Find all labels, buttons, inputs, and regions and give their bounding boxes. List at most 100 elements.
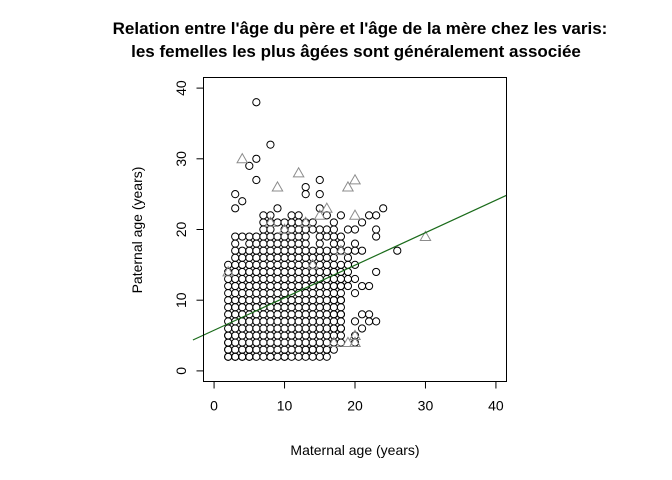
scatter-point-circle	[287, 338, 296, 347]
scatter-point-circle	[287, 232, 296, 241]
scatter-point-circle	[231, 239, 240, 248]
scatter-point-circle	[231, 281, 240, 291]
scatter-point-circle	[224, 352, 233, 361]
scatter-point-circle	[329, 253, 338, 262]
scatter-point-circle	[273, 338, 282, 347]
scatter-point-triangle	[320, 202, 333, 213]
y-tick-label: 0	[173, 367, 189, 375]
scatter-point-circle	[308, 296, 317, 305]
scatter-point-triangle	[292, 166, 305, 178]
scatter-point-circle	[287, 211, 296, 220]
scatter-point-circle	[280, 281, 289, 291]
scatter-point-circle	[238, 246, 247, 255]
y-axis: 0 10 20 30 40	[173, 80, 204, 375]
y-axis-label: Paternal age (years)	[129, 167, 145, 294]
scatter-point-circle	[372, 317, 381, 326]
scatter-point-circle	[238, 281, 247, 291]
scatter-point-circle	[329, 218, 338, 227]
scatter-point-circle	[245, 331, 254, 340]
scatter-point-circle	[393, 246, 402, 255]
scatter-point-circle	[372, 211, 381, 220]
scatter-point-circle	[266, 338, 275, 347]
scatter-point-circle	[259, 253, 268, 262]
scatter-point-circle	[322, 289, 331, 298]
scatter-point-circle	[308, 310, 317, 319]
scatter-point-circle	[287, 260, 296, 269]
scatter-point-circle	[294, 303, 303, 312]
scatter-point-circle	[266, 225, 275, 234]
scatter-point-circle	[273, 267, 282, 277]
scatter-point-circle	[294, 338, 303, 347]
scatter-point-circle	[308, 289, 317, 298]
scatter-point-circle	[231, 345, 240, 354]
scatter-point-circle	[238, 260, 247, 269]
scatter-point-circle	[280, 246, 289, 255]
scatter-point-circle	[280, 331, 289, 340]
scatter-point-circle	[252, 324, 261, 333]
scatter-point-circle	[329, 225, 338, 234]
scatter-point-circle	[294, 296, 303, 305]
scatter-point-circle	[266, 260, 275, 269]
scatter-point-circle	[315, 338, 324, 347]
scatter-point-circle	[252, 267, 261, 277]
scatter-point-circle	[259, 352, 268, 361]
scatter-point-circle	[287, 324, 296, 333]
scatter-point-circle	[322, 281, 331, 291]
scatter-point-circle	[322, 345, 331, 354]
scatter-point-circle	[308, 267, 317, 277]
scatter-point-circle	[308, 303, 317, 312]
scatter-point-triangle	[264, 216, 277, 227]
scatter-point-circle	[259, 289, 268, 298]
scatter-point-circle	[315, 317, 324, 326]
scatter-point-circle	[336, 289, 346, 298]
scatter-point-circle	[315, 289, 324, 298]
scatter-point-circle	[329, 281, 338, 291]
scatter-point-circle	[294, 253, 303, 262]
scatter-point-circle	[231, 289, 240, 298]
scatter-point-circle	[224, 345, 233, 354]
scatter-point-circle	[245, 267, 254, 277]
scatter-point-circle	[315, 267, 324, 277]
scatter-point-circle	[294, 310, 303, 319]
scatter-point-circle	[301, 338, 310, 347]
scatter-point-circle	[280, 317, 289, 326]
scatter-point-circle	[315, 296, 324, 305]
scatter-point-circle	[315, 190, 324, 199]
scatter-point-circle	[231, 352, 240, 361]
scatter-point-circle	[280, 232, 289, 241]
scatter-point-circle	[287, 253, 296, 262]
scatter-point-circle	[301, 303, 310, 312]
scatter-point-circle	[357, 281, 367, 291]
scatter-point-circle	[329, 296, 338, 305]
scatter-point-circle	[343, 225, 353, 234]
scatter-point-circle	[379, 204, 388, 213]
scatter-point-circle	[301, 324, 310, 333]
scatter-point-circle	[280, 289, 289, 298]
scatter-point-circle	[294, 317, 303, 326]
scatter-point-circle	[252, 246, 261, 255]
scatter-point-circle	[308, 225, 317, 234]
scatter-point-circle	[273, 260, 282, 269]
scatter-point-circle	[343, 253, 353, 262]
scatter-point-circle	[280, 324, 289, 333]
scatter-point-circle	[329, 345, 338, 354]
x-axis-label: Maternal age (years)	[290, 442, 419, 458]
scatter-point-circle	[273, 310, 282, 319]
scatter-point-circle	[315, 281, 324, 291]
scatter-point-triangle	[341, 336, 355, 348]
scatter-point-circle	[259, 246, 268, 255]
scatter-point-circle	[266, 317, 275, 326]
scatter-point-circle	[308, 331, 317, 340]
scatter-point-circle	[301, 331, 310, 340]
scatter-point-circle	[343, 281, 353, 291]
scatter-point-circle	[238, 267, 247, 277]
scatter-point-circle	[336, 331, 346, 340]
scatter-point-circle	[224, 281, 233, 291]
scatter-point-circle	[252, 352, 261, 361]
scatter-point-circle	[315, 246, 324, 255]
scatter-point-circle	[238, 345, 247, 354]
scatter-point-circle	[301, 225, 310, 234]
scatter-point-circle	[336, 317, 346, 326]
scatter-point-circle	[329, 260, 338, 269]
scatter-point-circle	[224, 274, 233, 284]
